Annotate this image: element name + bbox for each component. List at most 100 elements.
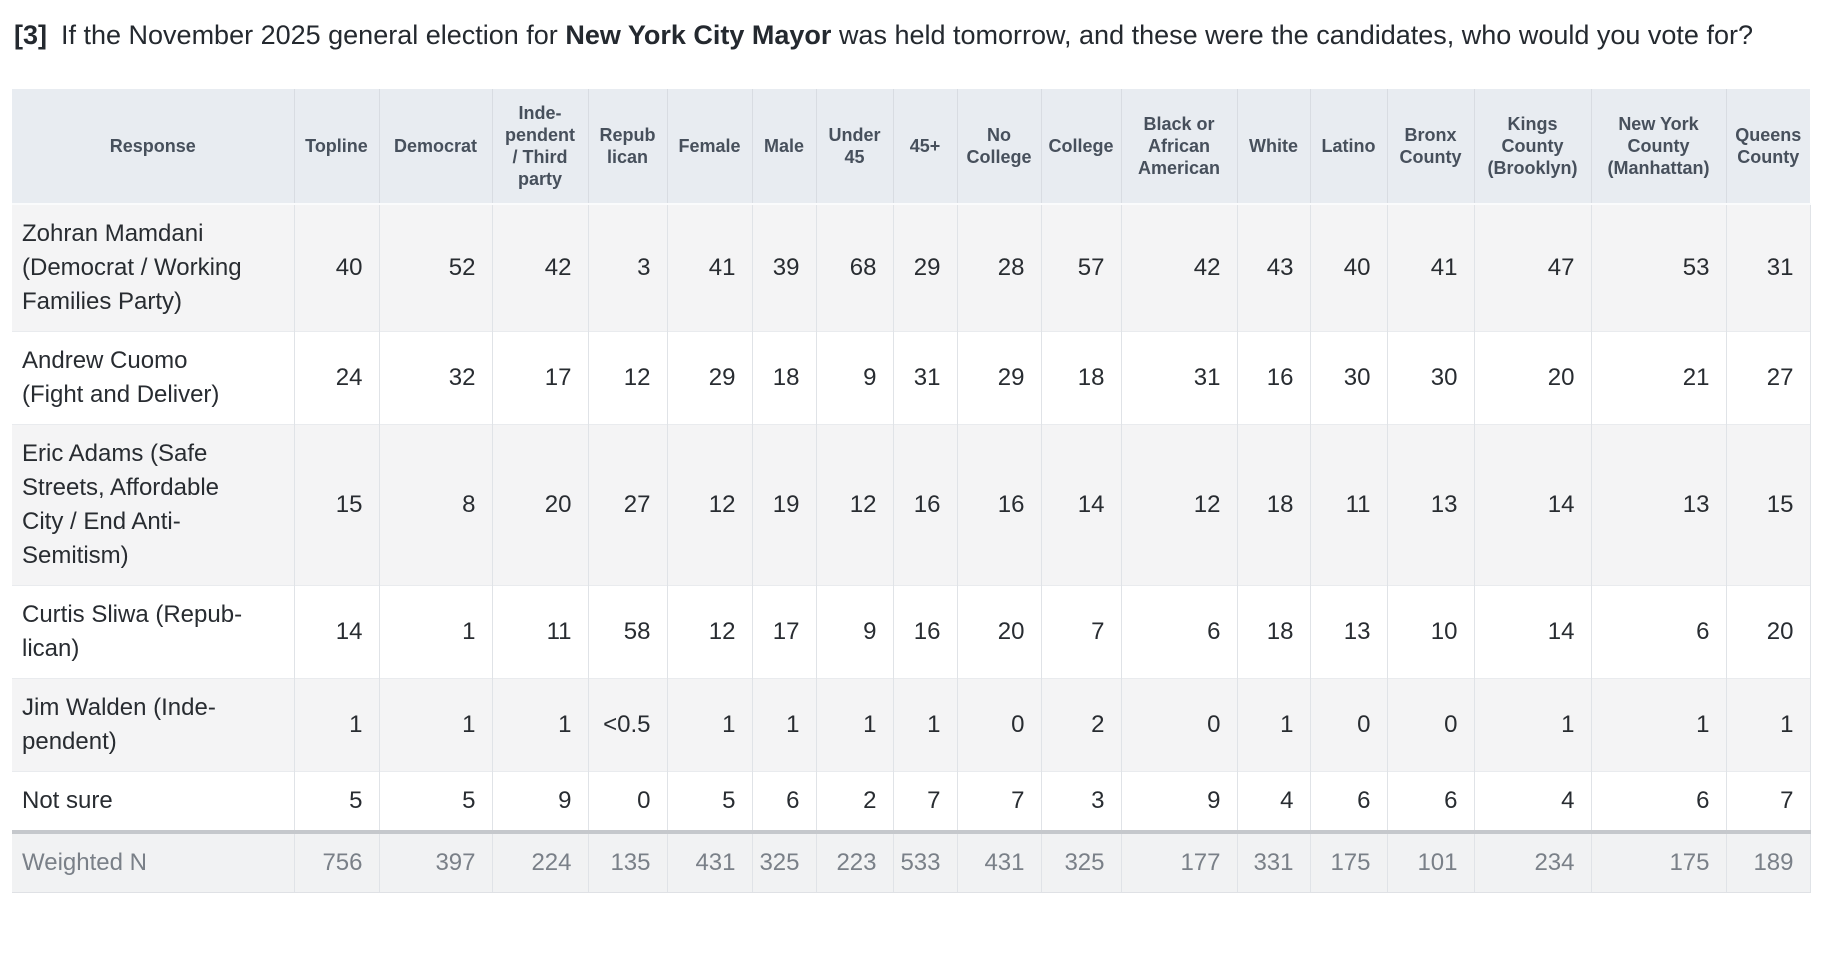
- crosstab-results-table: Response Topline Democrat Inde- pendent / T…: [12, 89, 1811, 893]
- data-cell: 58: [587, 585, 667, 679]
- data-cell: 40: [293, 204, 379, 332]
- data-cell: 5: [666, 771, 752, 832]
- data-cell: 42: [1120, 204, 1237, 332]
- table-row-jim-walden: Jim Walden (Inde- pendent) 1 1 1 <0.5 1 1 1 1 0 2 0…: [12, 678, 1811, 772]
- column-header-topline: Topline: [293, 89, 379, 205]
- table-header: Response Topline Democrat Inde- pendent / T…: [12, 89, 1810, 205]
- footer-cell: 325: [1040, 830, 1121, 893]
- column-header-college: College: [1040, 89, 1121, 205]
- data-cell: 13: [1590, 424, 1726, 586]
- data-cell: 32: [378, 331, 492, 425]
- data-cell: 4: [1236, 771, 1310, 832]
- data-cell: 0: [956, 678, 1041, 772]
- column-header-independent-third-party: Inde- pendent / Third party: [491, 89, 588, 205]
- data-cell: 41: [666, 204, 752, 332]
- data-cell: 20: [1473, 331, 1591, 425]
- footer-cell: 224: [491, 830, 588, 893]
- data-cell: 4: [1473, 771, 1591, 832]
- data-cell: 2: [1040, 678, 1121, 772]
- data-cell: 13: [1386, 424, 1474, 586]
- column-header-new-york-county-manhattan: New York County (Manhattan): [1590, 89, 1726, 205]
- data-cell: 2: [815, 771, 893, 832]
- data-cell: 12: [587, 331, 667, 425]
- data-cell: 3: [1040, 771, 1121, 832]
- table-row-andrew-cuomo: Andrew Cuomo (Fight and Deliver) 24 32 17 12…: [12, 331, 1811, 425]
- footer-cell: 533: [892, 830, 957, 893]
- footer-cell: 756: [293, 830, 379, 893]
- data-cell: 15: [293, 424, 379, 586]
- column-header-kings-county-brooklyn: Kings County (Brooklyn): [1473, 89, 1591, 205]
- data-cell: 1: [666, 678, 752, 772]
- data-cell: 17: [751, 585, 816, 679]
- column-header-republican: Repub lican: [587, 89, 667, 205]
- data-cell: 16: [892, 585, 957, 679]
- data-cell: 53: [1590, 204, 1726, 332]
- footer-cell: 234: [1473, 830, 1591, 893]
- row-label: Not sure: [12, 771, 294, 832]
- data-cell: 6: [1120, 585, 1237, 679]
- footer-cell: 189: [1725, 830, 1811, 893]
- data-cell: 31: [892, 331, 957, 425]
- data-cell: 6: [1386, 771, 1474, 832]
- data-cell: 24: [293, 331, 379, 425]
- data-cell: 1: [378, 585, 492, 679]
- data-cell: 14: [1040, 424, 1121, 586]
- footer-cell: 431: [666, 830, 752, 893]
- footer-cell: 331: [1236, 830, 1310, 893]
- table-body: Zohran Mamdani (Democrat / Working Famil…: [12, 204, 1811, 893]
- data-cell: 5: [378, 771, 492, 832]
- data-cell: 7: [956, 771, 1041, 832]
- data-cell: 31: [1120, 331, 1237, 425]
- column-header-white: White: [1236, 89, 1310, 205]
- footer-cell: 175: [1309, 830, 1387, 893]
- data-cell: 1: [1590, 678, 1726, 772]
- data-cell: 29: [892, 204, 957, 332]
- data-cell: 29: [956, 331, 1041, 425]
- data-cell: 0: [587, 771, 667, 832]
- footer-cell: 223: [815, 830, 893, 893]
- data-cell: 0: [1120, 678, 1237, 772]
- footer-cell: 177: [1120, 830, 1237, 893]
- data-cell: 0: [1386, 678, 1474, 772]
- question-number: [3]: [14, 20, 47, 50]
- footer-cell: 397: [378, 830, 492, 893]
- data-cell: 12: [815, 424, 893, 586]
- data-cell: 6: [751, 771, 816, 832]
- column-header-response: Response: [12, 89, 294, 205]
- question-bold-subject: New York City Mayor: [565, 20, 832, 50]
- data-cell: 6: [1309, 771, 1387, 832]
- data-cell: 6: [1590, 585, 1726, 679]
- data-cell: 52: [378, 204, 492, 332]
- poll-question: [3] If the November 2025 general election…: [14, 16, 1836, 54]
- data-cell: 43: [1236, 204, 1310, 332]
- data-cell: 15: [1725, 424, 1811, 586]
- data-cell: 9: [491, 771, 588, 832]
- footer-cell: 325: [751, 830, 816, 893]
- weighted-n-row: Weighted N 756 397 224 135 431 325 223 533 431 325…: [12, 830, 1811, 893]
- column-header-no-college: No College: [956, 89, 1041, 205]
- data-cell: 29: [666, 331, 752, 425]
- footer-label: Weighted N: [12, 830, 294, 893]
- data-cell: 11: [1309, 424, 1387, 586]
- data-cell: 16: [956, 424, 1041, 586]
- data-cell: 18: [751, 331, 816, 425]
- data-cell: 41: [1386, 204, 1474, 332]
- row-label: Jim Walden (Inde- pendent): [12, 678, 294, 772]
- data-cell: 11: [491, 585, 588, 679]
- data-cell: 13: [1309, 585, 1387, 679]
- column-header-democrat: Democrat: [378, 89, 492, 205]
- data-cell: 30: [1309, 331, 1387, 425]
- data-cell: 20: [491, 424, 588, 586]
- data-cell: 1: [892, 678, 957, 772]
- data-cell: 12: [666, 424, 752, 586]
- data-cell: 14: [1473, 424, 1591, 586]
- table-row-eric-adams: Eric Adams (Safe Streets, Affordable Cit…: [12, 424, 1811, 586]
- data-cell: 68: [815, 204, 893, 332]
- data-cell: 1: [1473, 678, 1591, 772]
- data-cell: 19: [751, 424, 816, 586]
- data-cell: 1: [1236, 678, 1310, 772]
- table-row-not-sure: Not sure 5 5 9 0 5 6 2 7 7 3 9 4 6 6 4 6 7: [12, 771, 1811, 832]
- question-text-after: was held tomorrow, and these were the ca…: [838, 20, 1753, 50]
- data-cell: 1: [751, 678, 816, 772]
- data-cell: 27: [587, 424, 667, 586]
